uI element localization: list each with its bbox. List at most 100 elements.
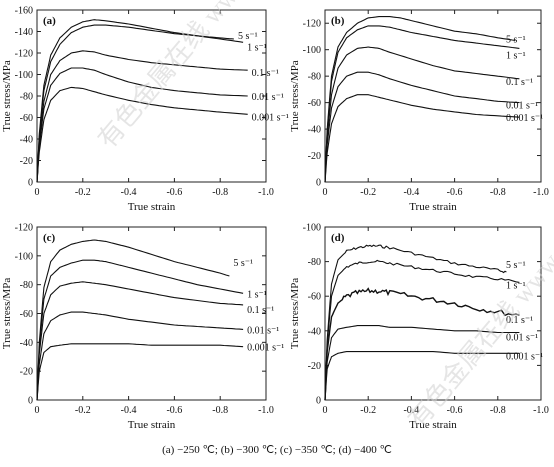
series-line	[324, 244, 507, 401]
y-axis-label: True stress/MPa	[289, 278, 301, 350]
series-line	[324, 259, 520, 401]
x-tick-label: -0.6	[447, 187, 463, 198]
y-tick-label: -20	[20, 156, 33, 167]
series-label: 0.1 s⁻¹	[252, 68, 279, 79]
x-tick-label: -0.4	[121, 187, 137, 198]
x-tick-label: 0	[35, 405, 40, 416]
series-line	[324, 94, 520, 183]
x-axis-label: True strain	[409, 201, 457, 213]
y-tick-label: 0	[28, 178, 33, 189]
series-label: 0.01 s⁻¹	[506, 333, 538, 344]
series-label: 0.01 s⁻¹	[252, 92, 284, 103]
series-label: 1 s⁻¹	[247, 289, 267, 300]
series-line	[324, 287, 520, 401]
y-axis-label: True stress/MPa	[289, 60, 301, 132]
panel-label: (c)	[43, 232, 56, 244]
plot-frame	[324, 9, 542, 183]
series-label: 5 s⁻¹	[506, 260, 526, 271]
y-tick-label: -160	[15, 6, 33, 17]
series-line	[324, 351, 520, 401]
x-tick-label: -0.8	[212, 405, 228, 416]
x-tick-label: -0.8	[212, 187, 228, 198]
chart-panel: 0 -0.2 -0.4 -0.6 -0.8 -1.0 0 -20 -40 -60 -80 -100 Tr…	[289, 223, 549, 432]
y-axis-label: True stress/MPa	[1, 60, 13, 132]
y-tick-label: -100	[15, 251, 33, 262]
x-tick-label: -0.2	[75, 405, 91, 416]
x-tick-label: 0	[323, 187, 328, 198]
y-tick-label: 0	[316, 396, 321, 407]
x-tick-label: -1.0	[258, 187, 274, 198]
y-tick-label: 0	[28, 396, 33, 407]
x-axis-label: True strain	[128, 419, 176, 431]
chart-panel: 0 -0.2 -0.4 -0.6 -0.8 -1.0 0 -20 -40 -60 -80 -100 -1…	[1, 223, 284, 432]
series-label: 0.1 s⁻¹	[506, 315, 533, 326]
series-line	[324, 46, 520, 183]
series-line	[324, 71, 520, 183]
series-label: 0.1 s⁻¹	[506, 77, 533, 88]
x-tick-label: -1.0	[533, 405, 549, 416]
watermark: 有色金属在线 www.cnnmol.com	[402, 145, 554, 434]
series-line	[36, 239, 230, 401]
y-tick-label: -20	[308, 151, 321, 162]
x-tick-label: -1.0	[533, 187, 549, 198]
plot-frame	[324, 226, 542, 401]
series-label: 0.001 s⁻¹	[252, 112, 289, 123]
x-axis-label: True strain	[409, 419, 457, 431]
y-tick-label: -60	[308, 98, 321, 109]
y-tick-label: -40	[308, 326, 321, 337]
y-tick-label: -40	[20, 135, 33, 146]
series-label: 0.1 s⁻¹	[247, 305, 274, 316]
plot-frame	[36, 226, 267, 401]
series-label: 5 s⁻¹	[506, 34, 526, 45]
y-tick-label: -120	[15, 223, 33, 234]
y-tick-label: -140	[15, 27, 33, 38]
y-tick-label: -40	[308, 125, 321, 136]
y-tick-label: -100	[303, 45, 321, 56]
y-tick-label: -20	[308, 361, 321, 372]
panel-label: (a)	[43, 15, 56, 27]
y-tick-label: 0	[316, 178, 321, 189]
x-tick-label: -0.8	[490, 187, 506, 198]
x-tick-label: -0.2	[75, 187, 91, 198]
series-label: 0.01 s⁻¹	[506, 101, 538, 112]
y-tick-label: -60	[20, 113, 33, 124]
x-tick-label: -0.2	[360, 187, 376, 198]
series-line	[36, 311, 244, 401]
panel-label: (b)	[331, 15, 345, 27]
x-axis-label: True strain	[128, 201, 176, 213]
y-tick-label: -60	[20, 309, 33, 320]
y-tick-label: -120	[303, 19, 321, 30]
x-tick-label: -0.6	[447, 405, 463, 416]
series-label: 0.001 s⁻¹	[247, 343, 284, 354]
y-tick-label: -80	[20, 92, 33, 103]
series-label: 5 s⁻¹	[233, 258, 253, 269]
y-tick-label: -100	[15, 70, 33, 81]
y-tick-label: -60	[308, 292, 321, 303]
series-label: 0.01 s⁻¹	[247, 325, 279, 336]
x-tick-label: 0	[323, 405, 328, 416]
x-tick-label: -0.2	[360, 405, 376, 416]
y-axis-label: True stress/MPa	[1, 278, 13, 350]
series-line	[324, 16, 516, 183]
series-line	[36, 86, 248, 183]
x-tick-label: -0.4	[403, 405, 419, 416]
series-label: 1 s⁻¹	[506, 50, 526, 61]
x-tick-label: -0.4	[121, 405, 137, 416]
y-tick-label: -80	[20, 280, 33, 291]
series-label: 1 s⁻¹	[506, 280, 526, 291]
figure-caption: (a) −250 ℃; (b) −300 ℃; (c) −350 ℃; (d) …	[162, 444, 392, 456]
x-tick-label: -0.6	[166, 187, 182, 198]
series-label: 0.001 s⁻¹	[506, 113, 543, 124]
y-tick-label: -100	[303, 223, 321, 234]
panel-label: (d)	[331, 232, 345, 244]
x-tick-label: 0	[35, 187, 40, 198]
x-tick-label: -0.8	[490, 405, 506, 416]
y-tick-label: -80	[308, 257, 321, 268]
y-tick-label: -40	[20, 338, 33, 349]
y-tick-label: -120	[15, 49, 33, 60]
series-line	[324, 325, 520, 401]
chart-panel: 0 -0.2 -0.4 -0.6 -0.8 -1.0 0 -20 -40 -60 -80 -100 -1…	[1, 6, 289, 214]
x-tick-label: -1.0	[258, 405, 274, 416]
y-tick-label: -20	[20, 367, 33, 378]
series-line	[36, 343, 244, 401]
